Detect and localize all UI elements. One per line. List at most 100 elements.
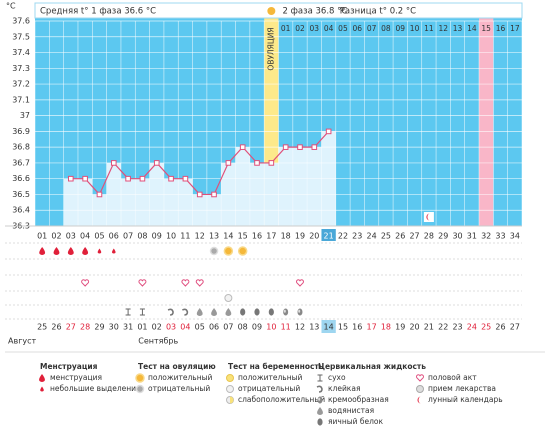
phase2-day: 09 — [395, 24, 405, 33]
icon-part — [426, 213, 430, 221]
date-label: 11 — [281, 323, 291, 332]
date-label: 27 — [66, 323, 76, 332]
x-tick-label: 27 — [409, 232, 419, 241]
x-tick-label: 31 — [467, 232, 477, 241]
icon-drop — [82, 247, 89, 255]
temp-point — [311, 144, 318, 150]
legend-label: половой акт — [428, 373, 477, 382]
icon-watery — [196, 308, 203, 316]
legend-label: яичный белок — [328, 417, 384, 426]
today-date-box — [321, 320, 336, 333]
phase2-day: 10 — [410, 24, 420, 33]
icon-small-drop — [111, 248, 116, 254]
date-label: 15 — [338, 323, 348, 332]
phase2-day: 06 — [353, 24, 363, 33]
date-label: 04 — [180, 323, 190, 332]
icon-heart — [138, 279, 147, 287]
temp-bar — [292, 147, 308, 226]
icon-part — [318, 397, 321, 401]
temp-point — [254, 160, 260, 166]
temp-point — [225, 160, 232, 166]
icon-part — [181, 279, 190, 287]
date-label: 18 — [381, 323, 391, 332]
icon-ovu-pos — [135, 373, 145, 383]
icon-heart — [296, 279, 304, 287]
icon-part — [417, 396, 421, 404]
date-label: 05 — [195, 323, 205, 332]
marked-column — [479, 3, 494, 226]
x-tick-label: 10 — [166, 232, 176, 241]
icon-drop — [67, 247, 74, 255]
icon-part — [196, 308, 203, 316]
date-label: 30 — [109, 323, 119, 332]
icon-part — [240, 308, 246, 316]
icon-part — [254, 308, 260, 316]
date-label: 24 — [467, 323, 477, 332]
icon-part — [317, 374, 323, 382]
x-tick-label: 14 — [223, 232, 233, 241]
date-label: 28 — [80, 323, 90, 332]
temp-bar — [178, 178, 193, 226]
date-label: 31 — [123, 323, 133, 332]
icon-part — [139, 308, 145, 316]
x-tick-label: 08 — [137, 232, 147, 241]
icon-sticky — [167, 308, 174, 316]
y-tick-label: 36.8 — [12, 143, 30, 152]
ovulation-label: ОВУЛЯЦИЯ — [266, 27, 275, 70]
icon-egg — [268, 308, 274, 316]
icon-part — [39, 247, 46, 255]
y-tick-label: 37.6 — [12, 17, 30, 26]
icon-watery — [225, 308, 232, 316]
legend-label: водянистая — [328, 406, 374, 415]
temp-point — [110, 160, 117, 166]
icon-sticky — [182, 308, 189, 316]
legend-label: прием лекарства — [428, 384, 496, 393]
x-tick-label: 09 — [152, 232, 162, 241]
date-label: 10 — [266, 323, 276, 332]
icon-part — [97, 248, 102, 254]
date-label: 26 — [495, 323, 505, 332]
date-label: 25 — [481, 323, 491, 332]
icon-part — [81, 279, 90, 287]
y-tick-label: 37.1 — [12, 95, 30, 104]
icon-pill — [416, 385, 424, 393]
temp-point — [196, 191, 203, 198]
legend-label: небольшие выделения — [50, 384, 141, 393]
icon-creamy — [283, 308, 289, 316]
y-tick-label: 36.4 — [12, 206, 30, 215]
icon-heart — [81, 279, 90, 287]
icon-part — [39, 374, 45, 382]
legend-title: Тест на беременность — [228, 362, 324, 371]
legend-title: Менструация — [40, 362, 98, 371]
x-tick-label: 29 — [438, 232, 448, 241]
phase2-day: 08 — [381, 24, 391, 33]
phase2-day: 05 — [338, 24, 348, 33]
temp-point — [182, 175, 189, 182]
icon-part — [226, 385, 234, 393]
icon-egg — [240, 308, 246, 316]
phase2-day: 02 — [295, 24, 305, 33]
x-tick-label: 03 — [66, 232, 76, 241]
temp-point — [325, 128, 332, 135]
icon-part — [40, 386, 44, 392]
x-tick-label: 24 — [367, 232, 377, 241]
date-label: 23 — [452, 323, 462, 332]
legend-label: кремообразная — [328, 395, 389, 404]
x-tick-label: 32 — [481, 232, 491, 241]
icon-part — [138, 279, 147, 287]
x-tick-label: 02 — [51, 232, 61, 241]
legend-label: клейкая — [328, 384, 360, 393]
icon-drop — [53, 247, 60, 255]
date-label: 06 — [209, 323, 219, 332]
icon-preg-neg — [224, 294, 233, 302]
icon-part — [416, 374, 424, 382]
icon-part — [317, 407, 323, 415]
date-label: 09 — [252, 323, 262, 332]
legend-label: лунный календарь — [428, 395, 503, 404]
date-label: 29 — [94, 323, 104, 332]
y-axis-label: °C — [6, 2, 16, 11]
icon-ovu-neg — [135, 384, 145, 394]
icon-part — [82, 247, 89, 255]
y-tick-label: 36.5 — [12, 190, 30, 199]
